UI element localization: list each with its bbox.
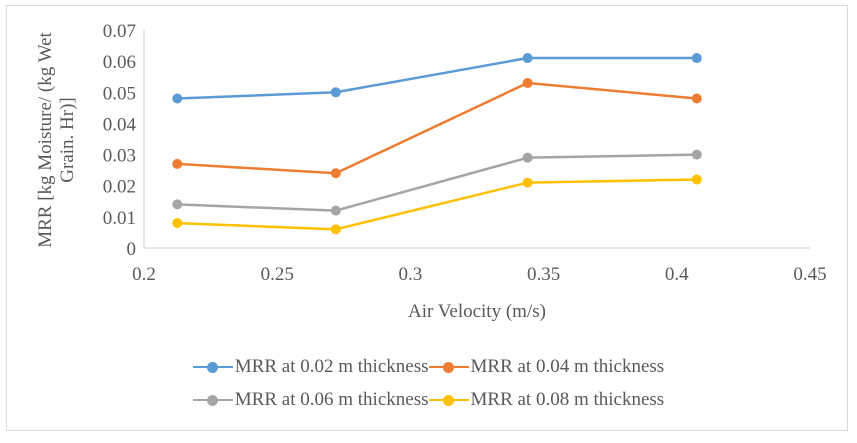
data-point-s0-p3 xyxy=(691,53,702,64)
legend-row-1: MRR at 0.02 m thickness MRR at 0.04 m th… xyxy=(0,350,857,383)
data-point-s3-p0 xyxy=(172,218,183,229)
legend-item-3: MRR at 0.08 m thickness xyxy=(428,388,665,411)
legend: MRR at 0.02 m thickness MRR at 0.04 m th… xyxy=(0,350,857,416)
series-line-0 xyxy=(177,56,697,100)
legend-item-2: MRR at 0.06 m thickness xyxy=(192,388,429,411)
legend-label: MRR at 0.06 m thickness xyxy=(234,388,429,410)
y-tick-labels: 0 0.01 0.02 0.03 0.04 0.05 0.06 0.07 xyxy=(103,21,137,260)
data-point-s2-p0 xyxy=(172,199,183,210)
data-point-s1-p3 xyxy=(691,93,702,104)
data-point-s1-p1 xyxy=(330,168,341,179)
x-tick-label: 0.3 xyxy=(399,264,423,285)
legend-marker-icon xyxy=(192,361,233,373)
y-tick-label: 0.07 xyxy=(103,21,136,42)
legend-label: MRR at 0.08 m thickness xyxy=(470,388,665,410)
data-point-s3-p2 xyxy=(522,177,533,188)
data-point-s2-p3 xyxy=(691,149,702,160)
axes xyxy=(143,30,810,249)
legend-label: MRR at 0.02 m thickness xyxy=(234,355,429,377)
series-line-2 xyxy=(177,153,697,212)
data-point-s2-p1 xyxy=(330,205,341,216)
data-point-s0-p2 xyxy=(522,53,533,64)
series-line-1 xyxy=(177,81,697,175)
y-axis-title: MRR [kg Moisture/ (kg Wet Grain. Hr)] xyxy=(35,32,78,248)
y-axis-title-line-2: Grain. Hr)] xyxy=(57,97,78,182)
y-tick-label: 0.01 xyxy=(103,208,136,229)
y-tick-label: 0.02 xyxy=(103,177,136,198)
y-tick-label: 0.05 xyxy=(103,83,136,104)
x-tick-label: 0.2 xyxy=(132,264,156,285)
x-tick-labels: 0.2 0.25 0.3 0.35 0.4 0.45 xyxy=(132,264,827,285)
y-tick-label: 0.04 xyxy=(103,114,137,135)
legend-row-2: MRR at 0.06 m thickness MRR at 0.08 m th… xyxy=(0,383,857,416)
legend-label: MRR at 0.04 m thickness xyxy=(470,355,665,377)
series-lines xyxy=(177,56,697,231)
series-points xyxy=(172,53,702,235)
y-tick-label: 0 xyxy=(127,239,137,260)
x-tick-label: 0.35 xyxy=(527,264,560,285)
x-tick-label: 0.4 xyxy=(665,264,689,285)
y-tick-label: 0.06 xyxy=(103,52,136,73)
series-line-3 xyxy=(177,178,697,231)
data-point-s1-p0 xyxy=(172,158,183,169)
legend-marker-icon xyxy=(428,361,469,373)
legend-item-1: MRR at 0.04 m thickness xyxy=(428,355,665,378)
data-point-s1-p2 xyxy=(522,77,533,88)
legend-marker-icon xyxy=(192,394,233,406)
y-tick-label: 0.03 xyxy=(103,146,136,167)
legend-item-0: MRR at 0.02 m thickness xyxy=(192,355,429,378)
data-point-s0-p0 xyxy=(172,93,183,104)
x-tick-label: 0.25 xyxy=(261,264,294,285)
data-point-s2-p2 xyxy=(522,152,533,163)
y-axis-title-line-1: MRR [kg Moisture/ (kg Wet xyxy=(35,32,56,248)
legend-marker-icon xyxy=(428,394,469,406)
data-point-s3-p3 xyxy=(691,174,702,185)
x-tick-label: 0.45 xyxy=(793,264,826,285)
data-point-s0-p1 xyxy=(330,87,341,98)
x-axis-title: Air Velocity (m/s) xyxy=(408,301,546,322)
data-point-s3-p1 xyxy=(330,224,341,235)
